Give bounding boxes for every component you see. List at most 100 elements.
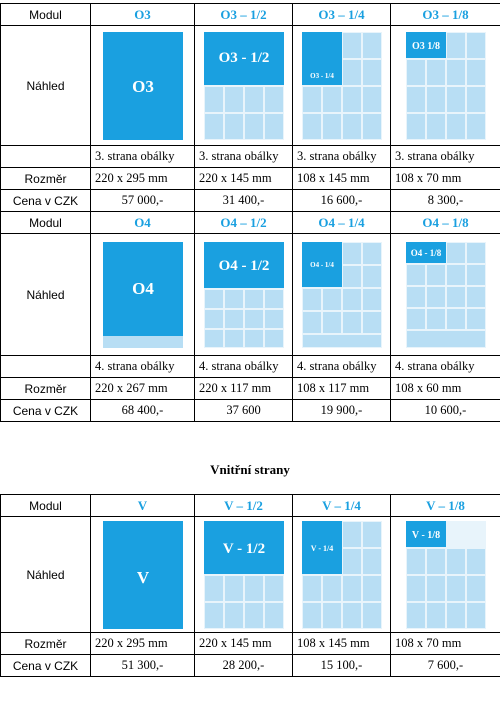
preview-o4-quarter: O4 - 1/4 — [292, 233, 391, 356]
preview-text-o3-half: O3 - 1/2 — [218, 50, 269, 66]
modul-label: Modul — [0, 494, 91, 517]
preview-text-o4-quarter: O4 - 1/4 — [310, 261, 334, 269]
placement-o3-quarter: 3. strana obálky — [292, 145, 391, 168]
page-thumbnail-o4-half: O4 - 1/2 — [203, 241, 284, 348]
o3-placement-row: 3. strana obálky 3. strana obálky 3. str… — [0, 145, 500, 168]
page-thumbnail-o3-quarter: O3 - 1/4 — [301, 31, 382, 140]
module-o3-half: O3 – 1/2 — [194, 3, 293, 26]
placement-o3-half: 3. strana obálky — [194, 145, 293, 168]
v-preview-row: Náhled V V - 1/2 — [0, 516, 500, 633]
price-o4-quarter: 19 900,- — [292, 399, 391, 422]
page-thumbnail-o3-half: O3 - 1/2 — [203, 31, 284, 140]
placement-o4-quarter: 4. strana obálky — [292, 355, 391, 378]
section-title-inner-pages: Vnitřní strany — [210, 462, 290, 477]
module-v-half: V – 1/2 — [194, 494, 293, 517]
nahled-label: Náhled — [0, 233, 91, 356]
o3-size-row: Rozměr 220 x 295 mm 220 x 145 mm 108 x 1… — [0, 167, 500, 190]
preview-text-o4-eighth: O4 - 1/8 — [410, 248, 441, 258]
o4-size-row: Rozměr 220 x 267 mm 220 x 117 mm 108 x 1… — [0, 377, 500, 400]
preview-v-eighth: V - 1/8 — [390, 516, 500, 633]
size-o3-quarter: 108 x 145 mm — [292, 167, 391, 190]
rozmer-label: Rozměr — [0, 167, 91, 190]
rozmer-label: Rozměr — [0, 377, 91, 400]
preview-v-half: V - 1/2 — [194, 516, 293, 633]
o3-preview-row: Náhled O3 O3 - 1/2 — [0, 25, 500, 146]
preview-o4: O4 — [90, 233, 195, 356]
preview-o3-half: O3 - 1/2 — [194, 25, 293, 146]
price-o4-eighth: 10 600,- — [390, 399, 500, 422]
module-o4: O4 — [90, 211, 195, 234]
module-o3: O3 — [90, 3, 195, 26]
size-o4: 220 x 267 mm — [90, 377, 195, 400]
o4-module-row: Modul O4 O4 – 1/2 O4 – 1/4 O4 – 1/8 — [0, 211, 500, 234]
size-v-eighth: 108 x 70 mm — [390, 632, 500, 655]
cena-label: Cena v CZK — [0, 189, 91, 212]
preview-text-v-eighth: V - 1/8 — [411, 530, 439, 541]
module-v: V — [90, 494, 195, 517]
page-thumbnail-o3-eighth: O3 1/8 — [405, 31, 486, 140]
size-o3-half: 220 x 145 mm — [194, 167, 293, 190]
preview-o4-eighth: O4 - 1/8 — [390, 233, 500, 356]
preview-v-quarter: V - 1/4 — [292, 516, 391, 633]
page-thumbnail-v-eighth: V - 1/8 — [405, 520, 486, 629]
preview-v: V — [90, 516, 195, 633]
o3-module-row: Modul O3 O3 – 1/2 O3 – 1/4 O3 – 1/8 — [0, 3, 500, 26]
inner-pages-table: Modul V V – 1/2 V – 1/4 V – 1/8 Náhled V… — [0, 494, 500, 677]
o4-preview-row: Náhled O4 O4 - 1/2 — [0, 233, 500, 356]
price-o3-half: 31 400,- — [194, 189, 293, 212]
page-thumbnail-v-quarter: V - 1/4 — [301, 520, 382, 629]
module-o3-eighth: O3 – 1/8 — [390, 3, 500, 26]
placement-o4-eighth: 4. strana obálky — [390, 355, 500, 378]
preview-text-v: V — [136, 568, 149, 587]
preview-o3: O3 — [90, 25, 195, 146]
page-thumbnail-o3: O3 — [102, 31, 183, 140]
placement-o4: 4. strana obálky — [90, 355, 195, 378]
empty-cell — [0, 355, 91, 378]
modul-label: Modul — [0, 211, 91, 234]
v-size-row: Rozměr 220 x 295 mm 220 x 145 mm 108 x 1… — [0, 632, 500, 655]
placement-o3: 3. strana obálky — [90, 145, 195, 168]
placement-o3-eighth: 3. strana obálky — [390, 145, 500, 168]
cena-label: Cena v CZK — [0, 399, 91, 422]
price-v-eighth: 7 600,- — [390, 654, 500, 677]
price-o3-eighth: 8 300,- — [390, 189, 500, 212]
preview-text-o3-quarter: O3 - 1/4 — [310, 72, 334, 80]
page-thumbnail-o4: O4 — [102, 241, 183, 348]
cena-label: Cena v CZK — [0, 654, 91, 677]
v-module-row: Modul V V – 1/2 V – 1/4 V – 1/8 — [0, 494, 500, 517]
nahled-label: Náhled — [0, 516, 91, 633]
size-o4-quarter: 108 x 117 mm — [292, 377, 391, 400]
o3-price-row: Cena v CZK 57 000,- 31 400,- 16 600,- 8 … — [0, 189, 500, 212]
cover-pages-table: Modul O3 O3 – 1/2 O3 – 1/4 O3 – 1/8 Náhl… — [0, 3, 500, 422]
price-v: 51 300,- — [90, 654, 195, 677]
page-thumbnail-o4-quarter: O4 - 1/4 — [301, 241, 382, 348]
module-v-quarter: V – 1/4 — [292, 494, 391, 517]
v-price-row: Cena v CZK 51 300,- 28 200,- 15 100,- 7 … — [0, 654, 500, 677]
nahled-label: Náhled — [0, 25, 91, 146]
size-v-half: 220 x 145 mm — [194, 632, 293, 655]
rozmer-label: Rozměr — [0, 632, 91, 655]
size-o3-eighth: 108 x 70 mm — [390, 167, 500, 190]
module-o4-eighth: O4 – 1/8 — [390, 211, 500, 234]
size-v-quarter: 108 x 145 mm — [292, 632, 391, 655]
size-o4-eighth: 108 x 60 mm — [390, 377, 500, 400]
preview-text-o4: O4 — [132, 279, 154, 298]
module-o4-quarter: O4 – 1/4 — [292, 211, 391, 234]
size-o4-half: 220 x 117 mm — [194, 377, 293, 400]
preview-text-o4-half: O4 - 1/2 — [218, 258, 269, 274]
preview-text-o3-eighth: O3 1/8 — [411, 41, 439, 52]
size-v: 220 x 295 mm — [90, 632, 195, 655]
modul-label: Modul — [0, 3, 91, 26]
preview-o3-eighth: O3 1/8 — [390, 25, 500, 146]
preview-o4-half: O4 - 1/2 — [194, 233, 293, 356]
module-o3-quarter: O3 – 1/4 — [292, 3, 391, 26]
price-o3: 57 000,- — [90, 189, 195, 212]
o4-placement-row: 4. strana obálky 4. strana obálky 4. str… — [0, 355, 500, 378]
price-o3-quarter: 16 600,- — [292, 189, 391, 212]
module-v-eighth: V – 1/8 — [390, 494, 500, 517]
empty-cell — [0, 145, 91, 168]
o4-price-row: Cena v CZK 68 400,- 37 600 19 900,- 10 6… — [0, 399, 500, 422]
page-thumbnail-v: V — [102, 520, 183, 629]
module-o4-half: O4 – 1/2 — [194, 211, 293, 234]
page-thumbnail-o4-eighth: O4 - 1/8 — [405, 241, 486, 348]
